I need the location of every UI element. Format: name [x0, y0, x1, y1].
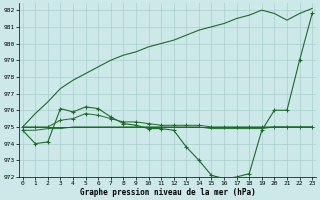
X-axis label: Graphe pression niveau de la mer (hPa): Graphe pression niveau de la mer (hPa): [80, 188, 255, 197]
